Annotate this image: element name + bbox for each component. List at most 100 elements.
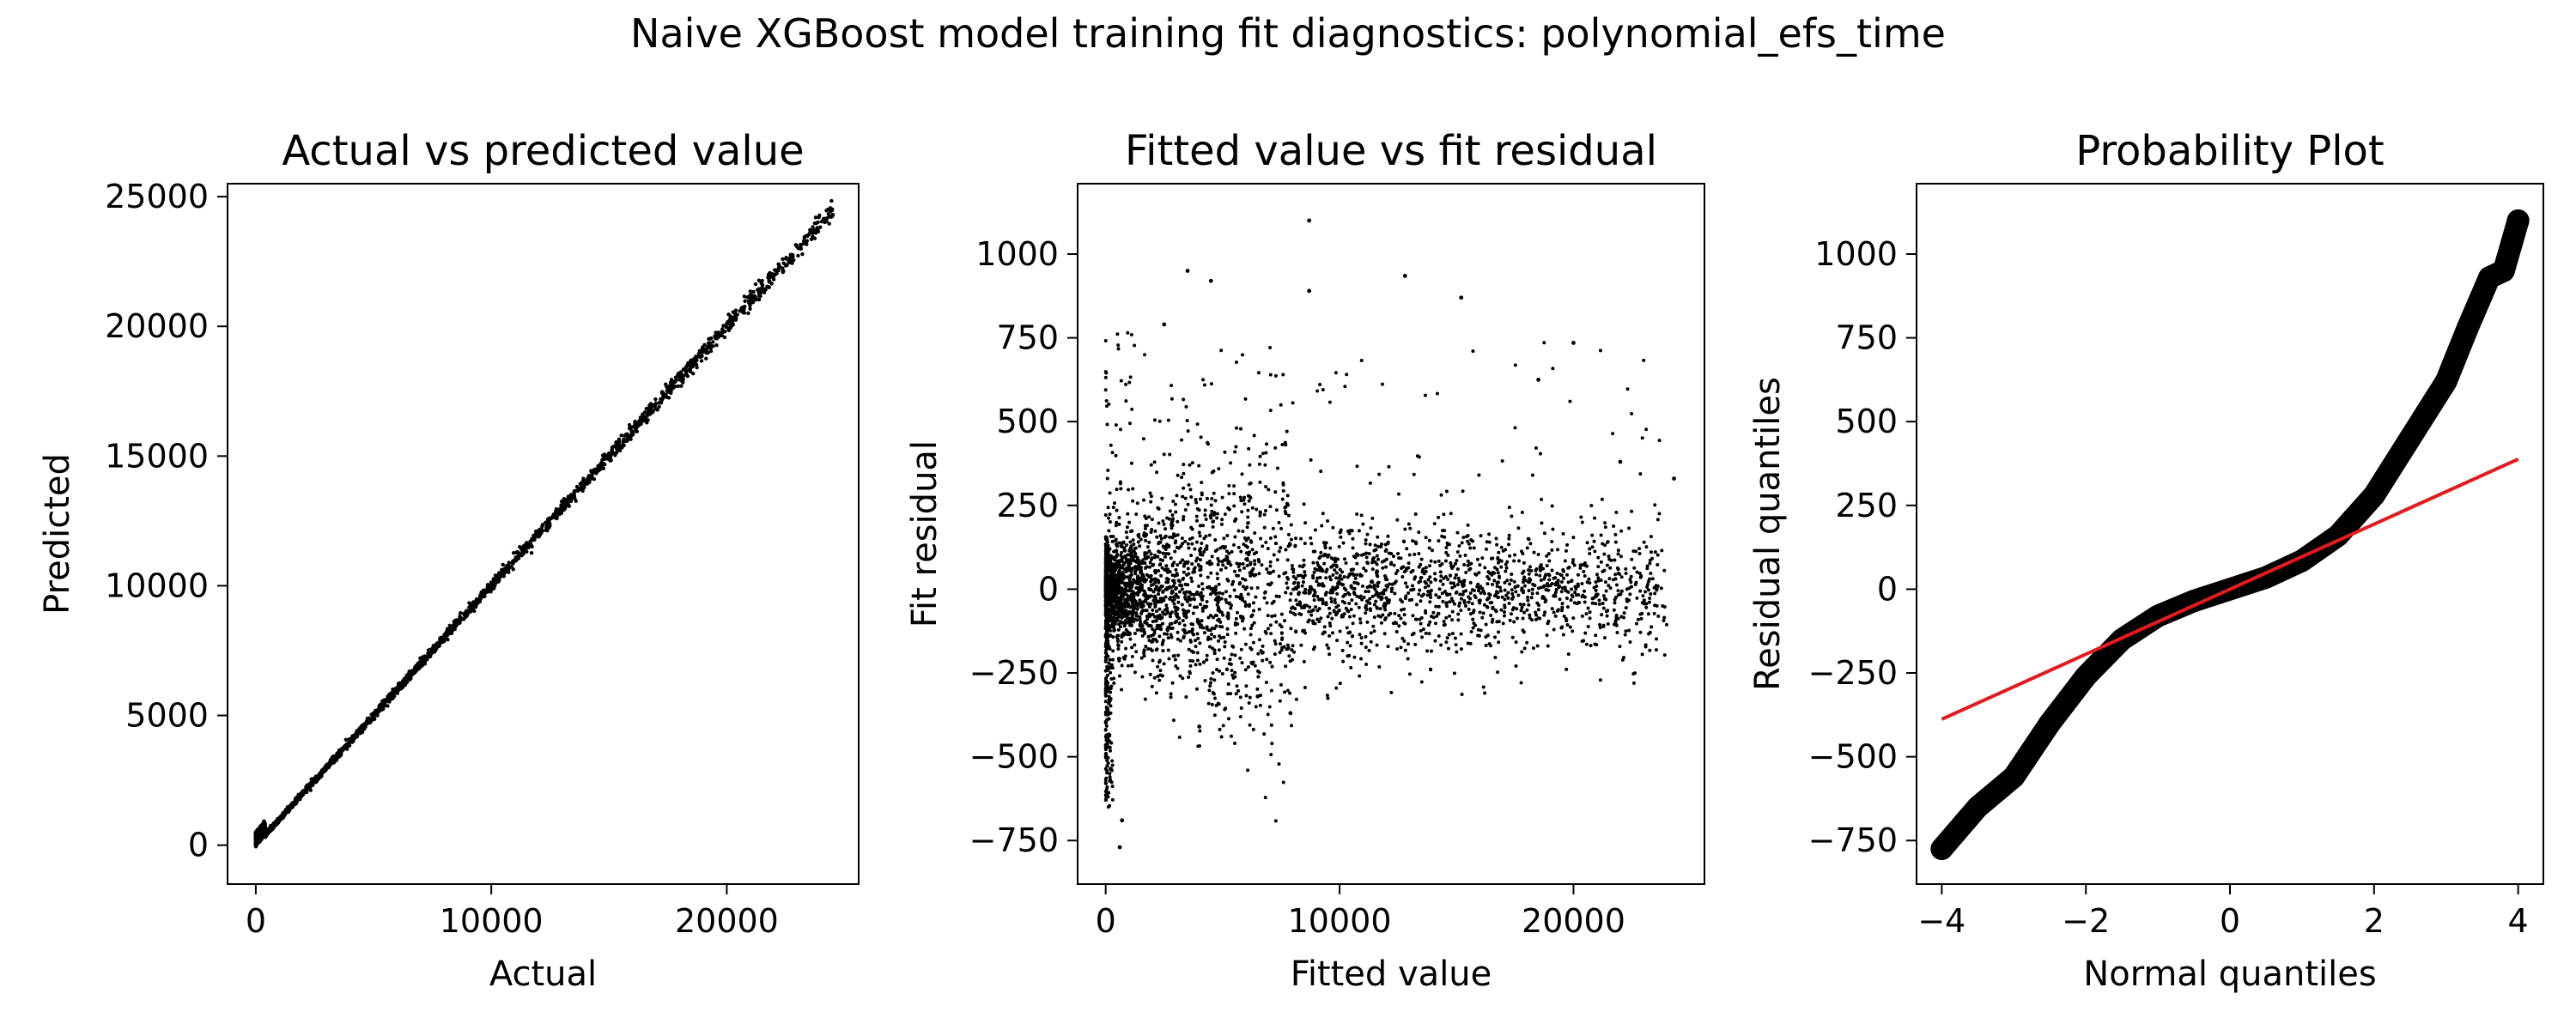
data-point xyxy=(468,609,472,614)
data-point xyxy=(283,810,288,815)
data-point xyxy=(1151,608,1155,612)
data-point xyxy=(1584,642,1589,646)
data-point xyxy=(1114,538,1118,542)
data-point xyxy=(1522,603,1526,607)
data-point xyxy=(1181,494,1185,499)
data-point xyxy=(1448,600,1452,604)
data-point xyxy=(1170,512,1175,517)
data-point xyxy=(814,221,818,226)
data-point xyxy=(1459,632,1463,636)
data-point xyxy=(1211,615,1215,620)
data-point xyxy=(1607,577,1612,581)
data-point xyxy=(1527,589,1531,593)
data-point xyxy=(1272,553,1276,557)
data-point xyxy=(482,588,486,593)
data-point xyxy=(1637,547,1642,551)
data-point xyxy=(1540,521,1544,525)
data-point xyxy=(548,516,553,520)
data-point xyxy=(1368,481,1372,485)
data-point xyxy=(1291,574,1296,579)
data-point xyxy=(1147,515,1151,519)
data-point xyxy=(781,257,785,262)
data-point xyxy=(1162,662,1166,666)
data-point xyxy=(1560,586,1564,591)
data-point xyxy=(1281,488,1285,493)
data-point xyxy=(1571,629,1575,633)
data-point xyxy=(1331,525,1335,530)
data-point xyxy=(1196,636,1200,640)
data-point xyxy=(1587,577,1591,581)
data-point xyxy=(365,721,369,726)
data-point xyxy=(650,410,654,415)
data-point xyxy=(1234,692,1238,696)
data-point xyxy=(1394,579,1398,584)
data-point xyxy=(594,471,598,476)
data-point xyxy=(1170,635,1174,639)
data-point xyxy=(1322,561,1327,566)
data-point xyxy=(589,469,593,473)
data-point xyxy=(601,466,605,471)
data-point xyxy=(1426,590,1431,594)
data-point xyxy=(1140,633,1145,638)
data-point xyxy=(446,638,450,642)
data-point xyxy=(1561,576,1565,580)
data-point xyxy=(1319,470,1323,474)
data-point xyxy=(1150,556,1154,560)
data-point xyxy=(1163,548,1168,552)
data-point xyxy=(582,482,586,487)
data-point xyxy=(634,421,638,427)
data-point xyxy=(1429,668,1433,672)
data-point xyxy=(1265,601,1269,605)
data-point xyxy=(1629,574,1633,579)
data-point xyxy=(1115,544,1120,548)
data-point xyxy=(1105,673,1109,677)
data-point xyxy=(1129,663,1133,667)
data-point xyxy=(801,239,806,244)
data-point xyxy=(1149,552,1153,556)
data-point xyxy=(1247,499,1251,503)
data-point xyxy=(1212,713,1217,718)
data-point xyxy=(1210,554,1214,559)
data-point xyxy=(1301,580,1305,585)
data-point xyxy=(1182,518,1186,522)
data-point xyxy=(784,256,788,260)
data-point xyxy=(1519,681,1523,685)
data-point xyxy=(1348,644,1352,648)
data-point xyxy=(1571,558,1576,562)
data-point xyxy=(1499,545,1504,549)
data-point xyxy=(1269,632,1273,636)
data-point xyxy=(1143,353,1147,357)
data-point xyxy=(1172,602,1176,606)
panel-fitted-vs-residual: 0 10000 20000−750−500−25002505007501000Fit… xyxy=(905,127,1705,994)
data-point xyxy=(678,372,683,377)
data-point xyxy=(1155,535,1159,539)
data-point xyxy=(1230,644,1235,648)
data-point xyxy=(1249,482,1253,486)
data-point xyxy=(562,503,566,507)
x-tick-label: 20000 xyxy=(675,902,779,940)
data-point xyxy=(426,648,431,652)
data-point xyxy=(1209,633,1213,637)
data-point xyxy=(509,565,513,569)
data-point xyxy=(1248,550,1252,554)
data-point xyxy=(617,439,622,445)
data-point xyxy=(1248,723,1252,727)
data-point xyxy=(1522,630,1526,634)
data-point xyxy=(477,599,482,604)
data-point xyxy=(1139,537,1143,542)
data-point xyxy=(1253,559,1257,563)
data-point xyxy=(1327,621,1332,625)
data-point xyxy=(1402,613,1406,617)
data-point xyxy=(683,371,689,375)
data-point xyxy=(1134,610,1139,615)
data-point xyxy=(1582,589,1586,593)
data-point xyxy=(453,622,459,627)
data-point xyxy=(1248,695,1252,700)
data-point xyxy=(1545,633,1549,638)
data-point xyxy=(1198,662,1202,666)
data-point xyxy=(1173,657,1177,662)
data-point xyxy=(695,365,699,370)
data-point xyxy=(281,813,285,818)
data-point xyxy=(1318,597,1322,602)
data-point xyxy=(380,704,385,708)
